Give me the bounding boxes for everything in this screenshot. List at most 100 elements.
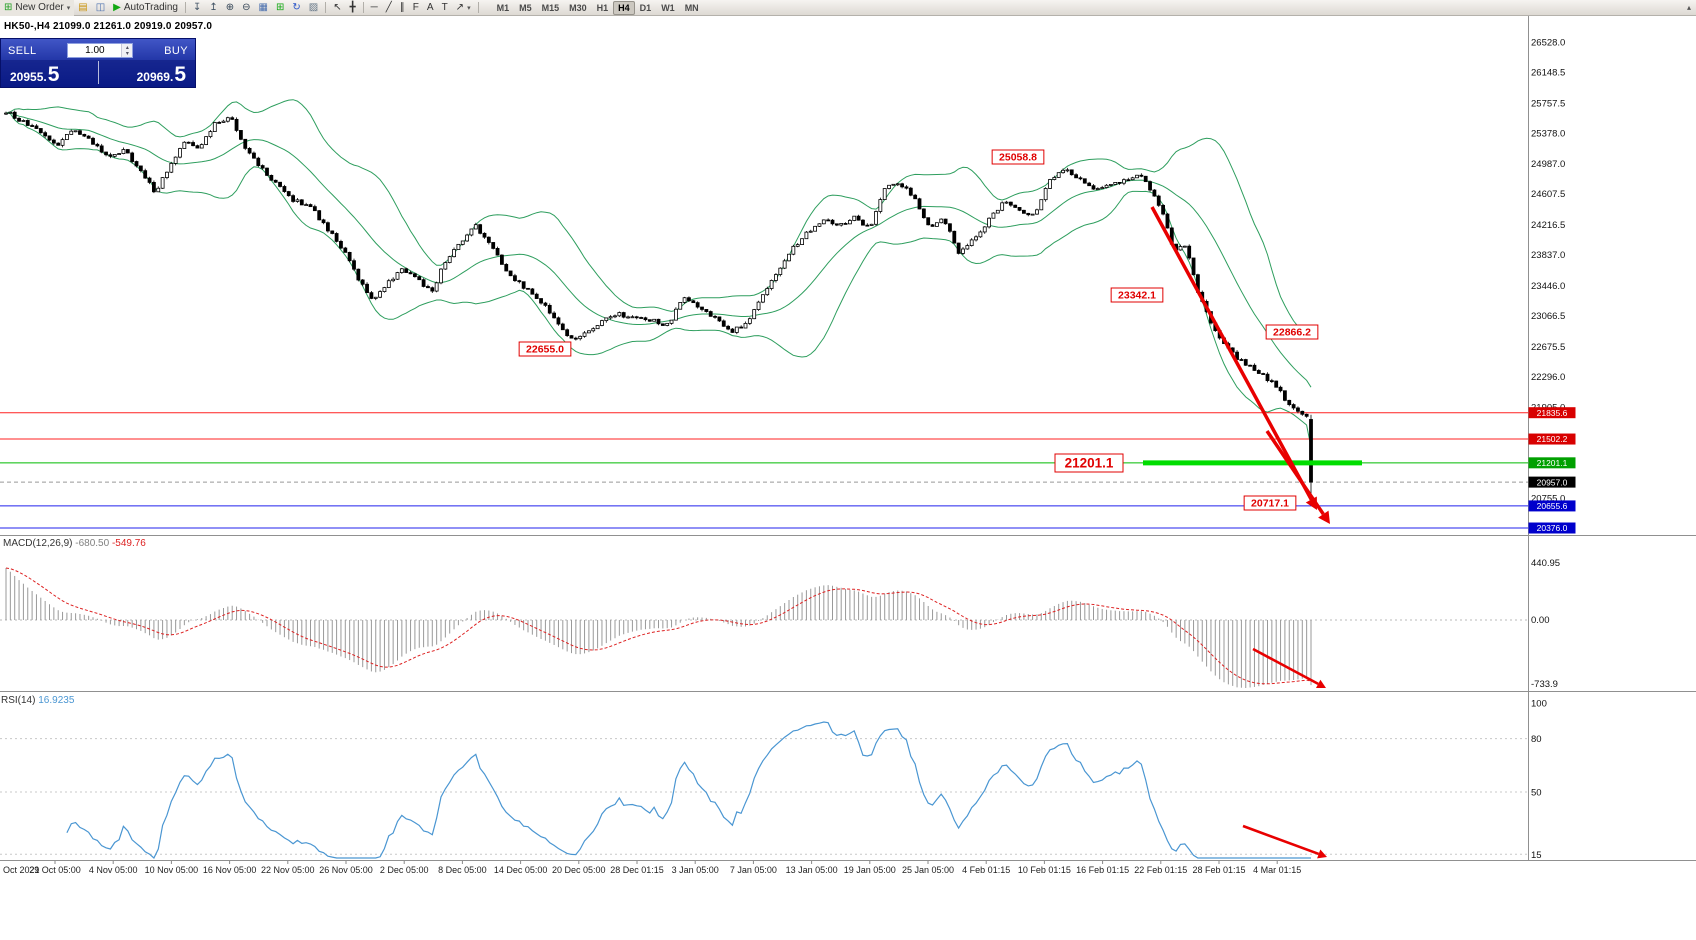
- trendline-button[interactable]: ╱: [382, 0, 396, 16]
- text-label-button[interactable]: T: [438, 0, 452, 16]
- candle: [1248, 364, 1252, 367]
- candle: [169, 163, 174, 173]
- candle: [43, 132, 48, 137]
- candle: [987, 217, 991, 228]
- candle: [756, 301, 761, 310]
- arrows-tool-caret-icon[interactable]: ▾: [467, 4, 471, 12]
- text-button[interactable]: A: [423, 0, 438, 16]
- refresh-button[interactable]: ↻: [288, 0, 304, 16]
- candle: [647, 319, 652, 322]
- candle: [882, 188, 887, 200]
- tile-windows-button[interactable]: ▦: [255, 0, 272, 16]
- fibonacci-icon: F: [412, 2, 419, 13]
- sell-price-button[interactable]: 20955.5: [10, 63, 60, 87]
- candle: [1017, 207, 1022, 211]
- arrows-tool-button[interactable]: ↗ ▾: [452, 0, 475, 16]
- candle: [848, 220, 852, 225]
- candle: [465, 234, 470, 242]
- timeframe-h1-button[interactable]: H1: [596, 2, 609, 13]
- candle: [234, 118, 239, 131]
- cursor-button[interactable]: ↖: [329, 0, 345, 16]
- volume-input[interactable]: 1.00 ▴ ▾: [67, 43, 134, 58]
- price-annotation-22655.0[interactable]: 22655.0: [518, 341, 572, 357]
- candle: [17, 117, 21, 122]
- candle: [25, 120, 30, 126]
- candle: [86, 135, 91, 139]
- volume-value[interactable]: 1.00: [85, 45, 105, 56]
- candle: [138, 165, 143, 172]
- candle: [721, 320, 726, 327]
- candle: [221, 120, 226, 123]
- fibonacci-button[interactable]: F: [409, 0, 423, 16]
- macd-arrow-shaft: [1252, 647, 1319, 685]
- price-scale[interactable]: 26528.0 26148.5 25757.5 25378.0 24987.0 24607…: [1528, 37, 1576, 861]
- toolbar-overflow-icon[interactable]: ▴: [1686, 3, 1691, 12]
- volume-up-icon[interactable]: ▴: [125, 44, 129, 51]
- price-annotation-25058.8[interactable]: 25058.8: [991, 149, 1045, 165]
- timeframe-d1-button[interactable]: D1: [639, 2, 652, 13]
- timeframe-m30-button[interactable]: M30: [569, 2, 587, 13]
- timeframe-w1-button[interactable]: W1: [661, 2, 675, 13]
- trend-arrow-2[interactable]: [1265, 430, 1330, 524]
- candle: [1178, 246, 1183, 251]
- candle: [743, 322, 748, 329]
- price-axis-label: 26528.0: [1531, 37, 1565, 48]
- candle: [1152, 189, 1157, 197]
- new-order-button[interactable]: ⊞ New Order ▾: [0, 0, 75, 16]
- candle: [286, 191, 291, 197]
- annotation-text: 20717.1: [1251, 498, 1289, 510]
- candle: [608, 316, 613, 319]
- templates-button[interactable]: ▨: [305, 0, 322, 16]
- equidistant-channel-button[interactable]: ∥: [396, 0, 409, 16]
- market-watch-button[interactable]: ◫: [92, 0, 109, 16]
- indicator-window-up-button[interactable]: ↥: [205, 0, 221, 16]
- volume-down-icon[interactable]: ▾: [125, 50, 129, 57]
- price-annotation-22866.2[interactable]: 22866.2: [1265, 324, 1319, 340]
- horizontal-line-button[interactable]: ─: [367, 0, 382, 16]
- timeframe-m5-button[interactable]: M5: [519, 2, 532, 13]
- crosshair-button[interactable]: ╋: [346, 0, 360, 16]
- candle: [878, 199, 883, 212]
- candle: [230, 117, 235, 120]
- buy-price-button[interactable]: 20969.5: [137, 64, 186, 85]
- sell-label[interactable]: SELL: [8, 44, 37, 57]
- price-annotation-21201.1[interactable]: 21201.1: [1054, 453, 1124, 473]
- new-chart-icon: ⊞: [276, 2, 285, 13]
- rsi-arrow-head: [1317, 849, 1327, 859]
- price-annotation-23342.1[interactable]: 23342.1: [1110, 287, 1164, 303]
- candle: [704, 309, 709, 312]
- candle: [1043, 188, 1048, 201]
- charts-button[interactable]: ▤: [74, 0, 91, 16]
- sell-price-big-digit: 5: [47, 63, 60, 87]
- annotation-box: [991, 149, 1045, 165]
- time-axis-label: 25 Jan 05:00: [902, 865, 954, 875]
- candle: [143, 170, 148, 179]
- indicator-window-down-button[interactable]: ↧: [189, 0, 205, 16]
- candle: [321, 219, 326, 224]
- toolbar: ⊞ New Order ▾ ▤ ◫ ▶ AutoTrading ↧ ↥ ⊕ ⊖ ▦ ⊞ ↻ ▨ ↖ ╋ ─ ╱ ∥ F A…: [0, 0, 1696, 16]
- price-annotation-20717.1[interactable]: 20717.1: [1243, 495, 1297, 511]
- timeframe-mn-button[interactable]: MN: [684, 2, 699, 13]
- one-click-trading-widget: SELL 1.00 ▴ ▾ BUY 20955.5 20969.5: [0, 38, 196, 88]
- buy-label[interactable]: BUY: [164, 44, 188, 57]
- rsi-arrow[interactable]: [1242, 824, 1327, 859]
- price-box-text: 20376.0: [1537, 523, 1568, 533]
- new-order-caret-icon[interactable]: ▾: [66, 4, 71, 12]
- volume-spinner[interactable]: ▴ ▾: [121, 44, 133, 57]
- time-axis-label: 28 Feb 01:15: [1192, 865, 1245, 875]
- timeframe-h4-button[interactable]: H4: [613, 0, 635, 15]
- candle: [713, 315, 717, 318]
- candle: [439, 268, 443, 284]
- timeframe-m1-button[interactable]: M1: [496, 2, 510, 13]
- zoom-out-button[interactable]: ⊖: [238, 0, 254, 16]
- new-chart-button[interactable]: ⊞: [272, 0, 288, 16]
- macd-arrow[interactable]: [1252, 647, 1326, 688]
- zoom-in-button[interactable]: ⊕: [222, 0, 238, 16]
- candle: [1304, 413, 1309, 417]
- candle: [643, 317, 648, 321]
- autotrading-button[interactable]: ▶ AutoTrading: [109, 0, 182, 16]
- timeframe-m15-button[interactable]: M15: [541, 2, 560, 13]
- candle: [591, 328, 596, 332]
